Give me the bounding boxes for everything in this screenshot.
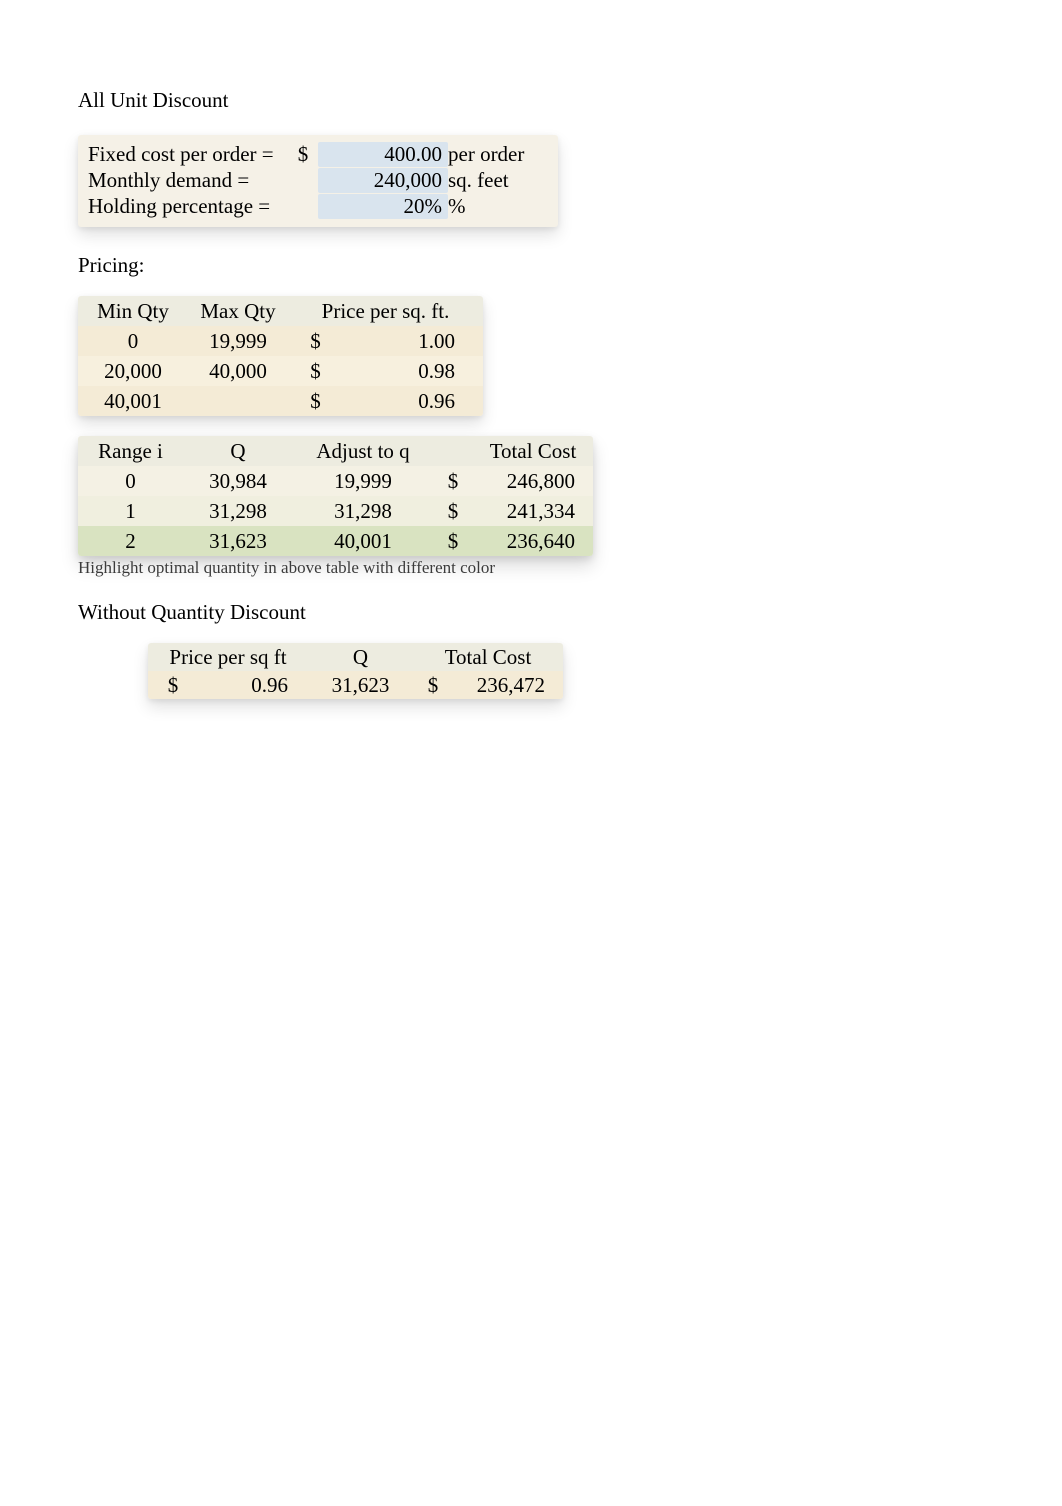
wod-data-row: $ 0.96 31,623 $ 236,472	[148, 671, 563, 699]
range-adj-1: 31,298	[293, 499, 433, 524]
param-row-fixed-cost: Fixed cost per order = $ 400.00 per orde…	[88, 141, 548, 167]
range-adj-0: 19,999	[293, 469, 433, 494]
wod-price-value: 0.96	[198, 673, 308, 698]
range-q-1: 31,298	[183, 499, 293, 524]
fixed-cost-value[interactable]: 400.00	[318, 142, 448, 167]
range-adj-2: 40,001	[293, 529, 433, 554]
pricing-header-max: Max Qty	[188, 299, 288, 324]
wod-price-currency: $	[148, 673, 198, 698]
pricing-min-2: 40,001	[78, 389, 188, 414]
range-header-total: Total Cost	[473, 439, 593, 464]
range-footnote: Highlight optimal quantity in above tabl…	[78, 556, 984, 578]
wod-total-value: 236,472	[453, 673, 563, 698]
range-i-0: 0	[78, 469, 183, 494]
wod-header-row: Price per sq ft Q Total Cost	[148, 643, 563, 671]
page-title: All Unit Discount	[78, 88, 984, 113]
pricing-cur-2: $	[288, 389, 343, 414]
wod-header-q: Q	[308, 645, 413, 670]
fixed-cost-unit: per order	[448, 142, 538, 167]
pricing-table: Min Qty Max Qty Price per sq. ft. 0 19,9…	[78, 296, 483, 416]
range-cur-0: $	[433, 469, 473, 494]
range-table: Range i Q Adjust to q Total Cost 0 30,98…	[78, 436, 593, 556]
range-i-2: 2	[78, 529, 183, 554]
range-header-i: Range i	[78, 439, 183, 464]
pricing-max-1: 40,000	[188, 359, 288, 384]
without-discount-table: Price per sq ft Q Total Cost $ 0.96 31,6…	[148, 643, 563, 699]
holding-unit: %	[448, 194, 538, 219]
param-row-demand: Monthly demand = 240,000 sq. feet	[88, 167, 548, 193]
wod-total-currency: $	[413, 673, 453, 698]
pricing-header-row: Min Qty Max Qty Price per sq. ft.	[78, 296, 483, 326]
range-row-0: 0 30,984 19,999 $ 246,800	[78, 466, 593, 496]
range-cur-2: $	[433, 529, 473, 554]
holding-label: Holding percentage =	[88, 194, 288, 219]
range-header-row: Range i Q Adjust to q Total Cost	[78, 436, 593, 466]
param-row-holding: Holding percentage = 20% %	[88, 193, 548, 219]
pricing-header-min: Min Qty	[78, 299, 188, 324]
pricing-min-1: 20,000	[78, 359, 188, 384]
holding-value[interactable]: 20%	[318, 194, 448, 219]
pricing-price-2: 0.96	[343, 389, 483, 414]
range-cur-1: $	[433, 499, 473, 524]
pricing-price-0: 1.00	[343, 329, 483, 354]
pricing-cur-1: $	[288, 359, 343, 384]
pricing-row-0: 0 19,999 $ 1.00	[78, 326, 483, 356]
pricing-header-price: Price per sq. ft.	[288, 299, 483, 324]
pricing-min-0: 0	[78, 329, 188, 354]
pricing-cur-0: $	[288, 329, 343, 354]
range-total-1: 241,334	[473, 499, 593, 524]
parameters-panel: Fixed cost per order = $ 400.00 per orde…	[78, 135, 558, 227]
range-q-2: 31,623	[183, 529, 293, 554]
range-q-0: 30,984	[183, 469, 293, 494]
pricing-price-1: 0.98	[343, 359, 483, 384]
range-total-0: 246,800	[473, 469, 593, 494]
pricing-row-1: 20,000 40,000 $ 0.98	[78, 356, 483, 386]
demand-unit: sq. feet	[448, 168, 538, 193]
pricing-row-2: 40,001 $ 0.96	[78, 386, 483, 416]
wod-q-value: 31,623	[308, 673, 413, 698]
fixed-cost-currency: $	[288, 142, 318, 167]
demand-label: Monthly demand =	[88, 168, 288, 193]
range-i-1: 1	[78, 499, 183, 524]
fixed-cost-label: Fixed cost per order =	[88, 142, 288, 167]
range-row-2-optimal: 2 31,623 40,001 $ 236,640	[78, 526, 593, 556]
pricing-heading: Pricing:	[78, 253, 984, 278]
without-discount-heading: Without Quantity Discount	[78, 600, 984, 625]
range-row-1: 1 31,298 31,298 $ 241,334	[78, 496, 593, 526]
range-header-adj: Adjust to q	[293, 439, 433, 464]
demand-value[interactable]: 240,000	[318, 168, 448, 193]
range-header-q: Q	[183, 439, 293, 464]
pricing-max-0: 19,999	[188, 329, 288, 354]
wod-header-price: Price per sq ft	[148, 645, 308, 670]
wod-header-total: Total Cost	[413, 645, 563, 670]
range-total-2: 236,640	[473, 529, 593, 554]
